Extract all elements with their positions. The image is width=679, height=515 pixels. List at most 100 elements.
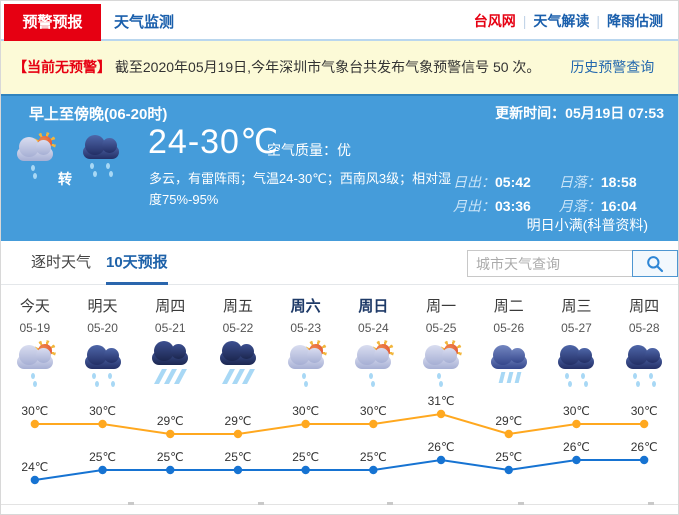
forecast-tab-bar: 逐时天气 10天预报 <box>1 241 678 285</box>
day-date: 05-21 <box>154 321 186 335</box>
link-divider: | <box>596 13 600 29</box>
tab-weather-monitor[interactable]: 天气监测 <box>114 14 175 31</box>
link-rain-estimate[interactable]: 降雨估测 <box>607 13 663 29</box>
forecast-day-column[interactable]: 周四 05-21 <box>136 285 204 387</box>
forecast-day-column[interactable]: 周五 05-22 <box>204 285 272 387</box>
tab-hourly-weather[interactable]: 逐时天气 <box>31 254 92 271</box>
current-weather-panel: 早上至傍晚(06-20时) 更新时间：05月19日 07:53 转 24-30℃… <box>1 94 678 241</box>
day-name: 周一 <box>426 298 457 315</box>
weather-description: 多云，有雷阵雨；气温24-30℃；西南风3级；相对湿度75%-95% <box>149 171 452 207</box>
notice-text: 截至2020年05月19日,今年深圳市气象台共发布气象预警信号 50 次。 <box>114 59 541 75</box>
day-name: 周五 <box>222 298 253 315</box>
sunset-label: 日落： <box>558 174 601 190</box>
svg-text:26℃: 26℃ <box>563 440 590 454</box>
raindrops-icon <box>301 373 306 379</box>
day-name: 周六 <box>290 298 321 315</box>
moonset-time: 月落：16:04 <box>558 198 637 214</box>
top-links: 台风网 | 天气解读 | 降雨估测 <box>467 1 670 41</box>
city-weather-search-input[interactable] <box>467 250 633 277</box>
temperature-chart: 30℃ 30℃ 29℃ 29℃ 30℃ 30℃ 31℃ 29℃ 30℃ 30℃ 24℃ 25℃ 25℃ 2… <box>1 394 678 505</box>
raindrops-icon <box>437 373 442 379</box>
moderate-rain-icon <box>498 372 506 383</box>
link-weather-explained[interactable]: 天气解读 <box>533 13 590 29</box>
day-date: 05-25 <box>425 321 457 335</box>
weather-icon <box>214 339 262 387</box>
sunrise-label: 日出： <box>453 174 495 190</box>
svg-text:30℃: 30℃ <box>360 404 387 418</box>
cloud-icon <box>626 345 663 369</box>
sunrise-time: 日出：05:42 <box>453 174 531 190</box>
top-nav: 预警预报 天气监测 台风网 | 天气解读 | 降雨估测 <box>1 1 678 41</box>
weather-icon <box>79 339 127 387</box>
svg-text:30℃: 30℃ <box>89 404 116 418</box>
weather-icon <box>620 339 668 387</box>
weather-icon <box>11 339 59 387</box>
history-warning-link[interactable]: 历史预警查询 <box>570 59 655 75</box>
air-quality: 空气质量：优 <box>267 142 351 158</box>
raindrops-icon <box>90 163 94 169</box>
svg-text:25℃: 25℃ <box>89 450 116 464</box>
svg-text:25℃: 25℃ <box>157 450 184 464</box>
warning-notice-bar: 【当前无预警】 截至2020年05月19日,今年深圳市气象台共发布气象预警信号 … <box>1 41 678 94</box>
day-name: 周三 <box>561 298 592 315</box>
svg-text:30℃: 30℃ <box>563 404 590 418</box>
cloud-icon <box>17 137 53 161</box>
weather-icon <box>282 339 330 387</box>
temperature-range: 24-30℃ <box>148 123 280 161</box>
weather-transition-label: 转 <box>58 171 72 187</box>
svg-text:25℃: 25℃ <box>292 450 319 464</box>
svg-text:25℃: 25℃ <box>225 450 252 464</box>
svg-text:25℃: 25℃ <box>360 450 387 464</box>
tab-ten-day-forecast[interactable]: 10天预报 <box>106 241 168 285</box>
cloud-icon <box>287 345 324 369</box>
svg-text:26℃: 26℃ <box>631 440 658 454</box>
cloud-icon <box>558 345 595 369</box>
forecast-day-column[interactable]: 周四 05-28 <box>610 285 678 387</box>
day-date: 05-27 <box>561 321 592 335</box>
weather-icon <box>552 339 600 387</box>
update-time: 更新时间：05月19日 07:53 <box>495 105 664 121</box>
almanac-link[interactable]: 明日小满(科普资料) <box>526 217 648 233</box>
weather-icon-from <box>11 131 59 179</box>
svg-text:30℃: 30℃ <box>292 404 319 418</box>
forecast-day-column[interactable]: 周日 05-24 <box>340 285 408 387</box>
forecast-day-column[interactable]: 周三 05-27 <box>543 285 611 387</box>
svg-text:24℃: 24℃ <box>21 460 48 474</box>
raindrops-icon <box>30 373 35 379</box>
day-date: 05-20 <box>87 321 118 335</box>
moonset-label: 月落： <box>558 198 601 214</box>
forecast-day-column[interactable]: 今天 05-19 <box>1 285 69 387</box>
cloud-icon <box>83 135 119 159</box>
heavy-rain-icon <box>154 369 168 384</box>
weather-icon <box>417 339 465 387</box>
svg-text:30℃: 30℃ <box>21 404 48 418</box>
svg-text:29℃: 29℃ <box>225 414 252 428</box>
day-name: 周四 <box>629 298 660 315</box>
svg-text:30℃: 30℃ <box>631 404 658 418</box>
raindrops-icon <box>91 373 96 379</box>
cloud-icon <box>355 345 392 369</box>
forecast-day-column[interactable]: 明天 05-20 <box>69 285 137 387</box>
tab-warning-forecast[interactable]: 预警预报 <box>4 4 101 41</box>
svg-text:26℃: 26℃ <box>428 440 455 454</box>
day-name: 周四 <box>155 298 186 315</box>
search-icon <box>647 255 664 272</box>
day-date: 05-24 <box>358 321 389 335</box>
raindrops-icon <box>565 373 570 379</box>
cloud-icon <box>152 341 189 365</box>
cloud-icon <box>16 345 53 369</box>
moonrise-time: 月出：03:36 <box>453 198 531 214</box>
forecast-day-column[interactable]: 周二 05-26 <box>475 285 543 387</box>
link-typhoon-net[interactable]: 台风网 <box>473 13 516 29</box>
search-button[interactable] <box>632 250 678 277</box>
cloud-icon <box>490 345 527 369</box>
raindrops-icon <box>31 165 35 171</box>
forecast-day-column[interactable]: 周一 05-25 <box>407 285 475 387</box>
forecast-day-column[interactable]: 周六 05-23 <box>272 285 340 387</box>
sunset-time: 日落：18:58 <box>558 174 637 190</box>
weather-icon <box>146 339 194 387</box>
day-date: 05-19 <box>19 321 51 335</box>
day-name: 周日 <box>358 298 389 315</box>
weather-icon <box>485 339 533 387</box>
